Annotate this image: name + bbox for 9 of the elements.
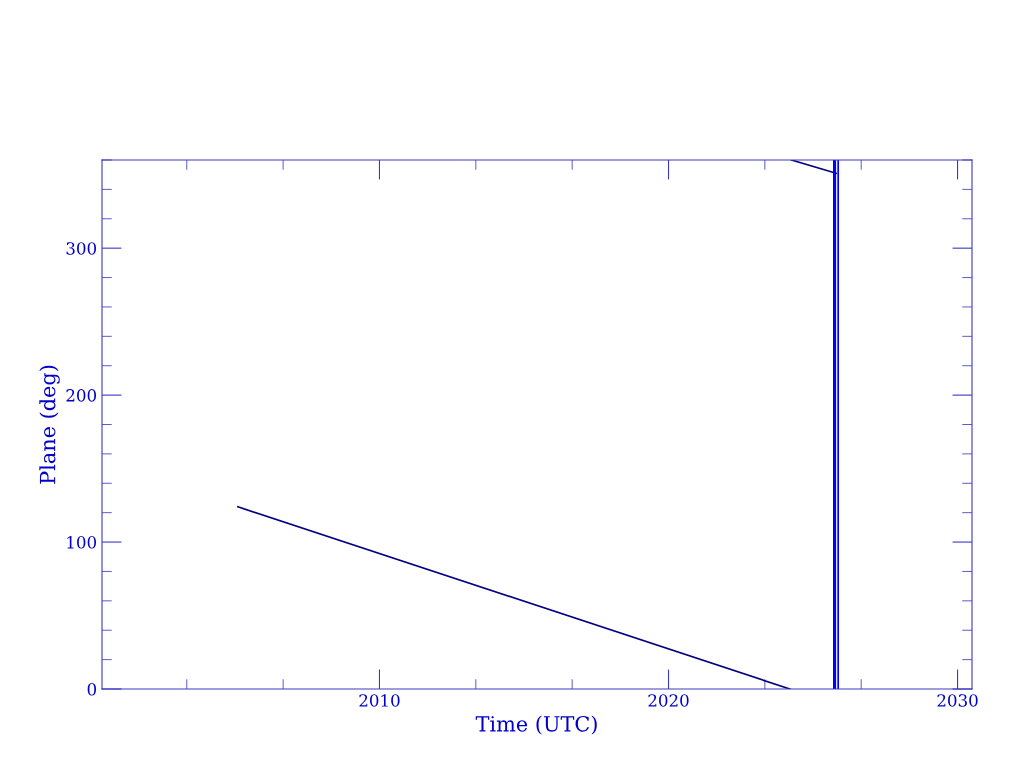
- x-tick-label: 2020: [648, 694, 689, 707]
- x-tick-label: 2030: [937, 694, 978, 707]
- y-tick-label: 300: [66, 242, 97, 255]
- y-tick-label: 0: [87, 682, 97, 696]
- x-tick-label: 2010: [359, 694, 400, 707]
- y-axis-title: Plane (deg): [39, 365, 60, 484]
- x-axis-title: Time (UTC): [475, 715, 597, 735]
- y-tick-label: 100: [67, 536, 97, 549]
- y-tick-label: 200: [66, 389, 97, 402]
